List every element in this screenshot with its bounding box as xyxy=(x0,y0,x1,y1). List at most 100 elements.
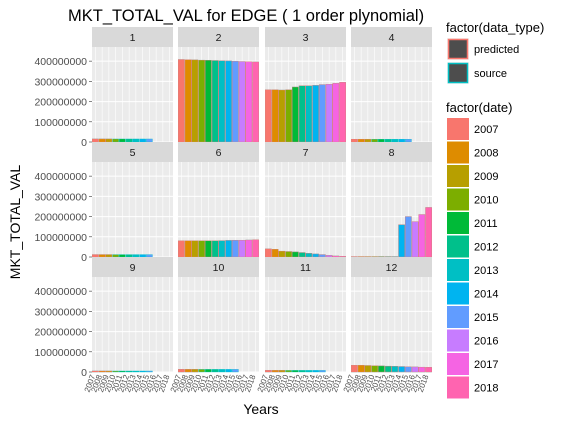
bar-predicted-2014 xyxy=(398,366,405,373)
bar-predicted-2011 xyxy=(292,86,299,143)
bar-predicted-2014 xyxy=(225,60,232,143)
bar-predicted-2012 xyxy=(211,240,219,258)
bar-source-2010 xyxy=(112,370,119,373)
y-tick-label: 200000000 xyxy=(34,212,87,224)
panel-strip xyxy=(265,142,346,162)
panel-strip-label: 6 xyxy=(216,147,222,159)
bar-predicted-2010 xyxy=(371,365,378,373)
bar-predicted-2012 xyxy=(384,365,392,373)
panel-background xyxy=(265,277,346,372)
panel-7: 7 xyxy=(265,142,346,258)
legend-swatch-source xyxy=(447,62,469,84)
bar-predicted-2009 xyxy=(105,370,113,373)
legend-swatch-2008 xyxy=(447,141,469,164)
chart-title: MKT_TOTAL_VAL for EDGE ( 1 order plynomi… xyxy=(68,7,424,25)
bar-predicted-2015 xyxy=(405,366,412,373)
panel-10: 1020072008200920102011201220132014201520… xyxy=(169,257,259,393)
panel-strip-label: 12 xyxy=(386,262,398,274)
panel-2: 2 xyxy=(178,27,259,143)
panel-strip xyxy=(92,27,173,47)
bar-predicted-2016 xyxy=(325,84,333,143)
bar-source-2011 xyxy=(119,370,126,373)
legend-swatch-2012 xyxy=(447,235,469,258)
bar-predicted-2009 xyxy=(191,240,199,258)
bar-predicted-2012 xyxy=(298,252,306,258)
legend-swatch-2009 xyxy=(447,165,469,187)
panel-6: 6 xyxy=(178,142,259,258)
bar-predicted-2016 xyxy=(411,221,419,258)
bar-source-2013 xyxy=(391,138,399,143)
y-tick-label: 100000000 xyxy=(34,117,87,129)
y-tick-label: 400000000 xyxy=(34,171,87,183)
bar-predicted-2009 xyxy=(278,250,286,258)
panel-background xyxy=(92,47,173,142)
panel-strip-label: 2 xyxy=(216,32,222,44)
bar-predicted-2018 xyxy=(425,367,432,373)
bar-predicted-2011 xyxy=(292,251,299,258)
bar-predicted-2007 xyxy=(92,254,99,258)
x-axis-title: Years xyxy=(243,401,278,417)
bar-predicted-2015 xyxy=(405,216,412,258)
bar-predicted-2013 xyxy=(218,60,226,143)
bar-source-2011 xyxy=(119,254,126,258)
panel-strip-label: 4 xyxy=(389,32,395,44)
bar-source-2010 xyxy=(198,369,205,373)
panel-1: 1 0 100000000 200000000 300000000 400000000 xyxy=(34,27,173,149)
bar-predicted-2007 xyxy=(351,138,358,143)
bar-predicted-2008 xyxy=(98,370,106,373)
bar-predicted-2007 xyxy=(178,240,185,258)
panel-background xyxy=(351,47,432,142)
legend-label-2012: 2012 xyxy=(474,242,498,254)
panel-strip-label: 8 xyxy=(389,147,395,159)
bar-predicted-2007 xyxy=(265,89,272,143)
panel-strip xyxy=(92,257,173,277)
bar-predicted-2014 xyxy=(398,224,405,258)
bar-predicted-2008 xyxy=(271,89,279,143)
bar-predicted-2008 xyxy=(184,59,192,143)
bar-source-2011 xyxy=(378,138,385,143)
bar-predicted-2012 xyxy=(298,85,306,143)
panel-strip-label: 9 xyxy=(130,262,136,274)
legend: factor(data_type) factor(date) predicted… xyxy=(446,20,544,399)
legend-label-predicted: predicted xyxy=(474,44,519,56)
legend-label-2014: 2014 xyxy=(474,289,498,301)
panel-background xyxy=(351,162,432,257)
y-tick-label: 300000000 xyxy=(34,76,87,88)
bar-predicted-2008 xyxy=(357,365,365,373)
bar-source-2013 xyxy=(218,369,226,373)
panel-12: 1220072008200920102011201220132014201520… xyxy=(342,257,432,393)
panel-5: 5 0 100000000 200000000 300000000 400000000 xyxy=(34,142,173,264)
panel-background xyxy=(178,162,259,257)
bar-predicted-2017 xyxy=(332,83,340,143)
bar-source-2012 xyxy=(125,138,133,143)
bar-predicted-2008 xyxy=(271,249,279,258)
legend-swatch-2018 xyxy=(447,376,469,399)
legend-label-2011: 2011 xyxy=(474,218,498,230)
bar-predicted-2009 xyxy=(105,138,113,143)
bar-predicted-2009 xyxy=(105,254,113,258)
bar-predicted-2013 xyxy=(391,366,399,373)
panel-11: 1120072008200920102011201220132014201520… xyxy=(256,257,346,393)
bar-predicted-2008 xyxy=(271,370,279,373)
panel-strip xyxy=(178,257,259,277)
bar-source-2015 xyxy=(232,369,239,373)
y-tick-label: 400000000 xyxy=(34,56,87,68)
legend-swatch-2015 xyxy=(447,306,469,328)
panel-8: 8 xyxy=(351,142,432,258)
bar-predicted-2009 xyxy=(191,369,199,373)
bar-source-2010 xyxy=(112,254,119,258)
bar-predicted-2015 xyxy=(232,240,239,258)
legend-label-source: source xyxy=(474,68,507,80)
y-tick-label: 100000000 xyxy=(34,347,87,359)
bar-source-2015 xyxy=(146,370,153,373)
panel-background xyxy=(178,47,259,142)
y-tick-label: 0 xyxy=(81,137,87,149)
y-tick-label: 200000000 xyxy=(34,97,87,109)
bar-source-2012 xyxy=(125,254,133,258)
legend-label-2016: 2016 xyxy=(474,336,498,348)
bar-source-2013 xyxy=(132,138,140,143)
bar-predicted-2011 xyxy=(205,60,212,143)
panel-strip xyxy=(351,27,432,47)
